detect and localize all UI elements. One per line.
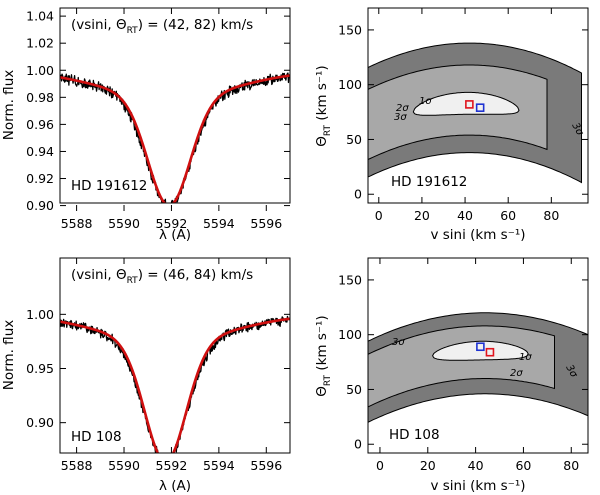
x-tick-label: 5592 bbox=[156, 458, 188, 473]
plot-frame bbox=[59, 257, 291, 454]
y-axis-label: ΘRT (km s⁻¹) bbox=[314, 65, 333, 146]
y-tick-label: 0.90 bbox=[26, 198, 54, 213]
y-axis-label: ΘRT (km s⁻¹) bbox=[314, 315, 333, 396]
x-tick-label: 20 bbox=[420, 458, 436, 473]
observed-spectrum-line bbox=[60, 72, 290, 203]
y-tick-label: 0 bbox=[354, 187, 362, 202]
y-tick-label: 0.92 bbox=[26, 171, 54, 186]
y-tick-label: 50 bbox=[346, 382, 362, 397]
star-label: HD 191612 bbox=[71, 178, 147, 194]
fit-annotation: (vsini, ΘRT) = (42, 82) km/s bbox=[71, 17, 253, 36]
y-tick-label: 50 bbox=[346, 132, 362, 147]
contour-label-2sigma: 2σ bbox=[396, 103, 409, 114]
x-tick-label: 5592 bbox=[156, 216, 188, 231]
x-tick-label: 80 bbox=[543, 208, 559, 223]
y-tick-label: 150 bbox=[338, 272, 362, 287]
y-tick-label: 0.96 bbox=[26, 117, 54, 132]
contour-label-2sigma: 2σ bbox=[510, 368, 523, 379]
marker-blue-square bbox=[476, 342, 485, 352]
x-tick-label: 5588 bbox=[61, 216, 93, 231]
x-tick-label: 60 bbox=[515, 458, 531, 473]
plot-frame bbox=[59, 7, 291, 204]
model-fit-line bbox=[60, 74, 290, 203]
y-tick-label: 0.95 bbox=[26, 361, 54, 376]
contour-label-1sigma: 1σ bbox=[419, 96, 432, 107]
panel-hd191612-spectrum: 5588 5590 5592 5594 5596 0.90 0.92 0.94 0.96 0.98… bbox=[1, 7, 291, 243]
y-tick-label: 0.98 bbox=[26, 90, 54, 105]
plot-frame bbox=[367, 257, 589, 454]
x-axis-label: λ (A) bbox=[159, 478, 191, 494]
contour-label-3sigma-left: 3σ bbox=[394, 112, 407, 123]
fit-annotation: (vsini, ΘRT) = (46, 84) km/s bbox=[71, 267, 253, 286]
x-axis-label: v sini (km s⁻¹) bbox=[430, 478, 525, 494]
x-tick-label: 5590 bbox=[108, 216, 140, 231]
y-tick-label: 1.00 bbox=[26, 63, 54, 78]
y-tick-label: 100 bbox=[338, 327, 362, 342]
contour-label-3sigma-left: 3σ bbox=[392, 337, 405, 348]
star-label: HD 108 bbox=[71, 429, 122, 445]
x-tick-label: 40 bbox=[457, 208, 473, 223]
x-tick-label: 20 bbox=[414, 208, 430, 223]
y-tick-label: 0.94 bbox=[26, 144, 54, 159]
x-tick-label: 5596 bbox=[250, 458, 282, 473]
x-tick-label: 5594 bbox=[203, 216, 235, 231]
x-tick-label: 5594 bbox=[203, 458, 235, 473]
y-tick-label: 1.00 bbox=[26, 307, 54, 322]
y-tick-label: 1.02 bbox=[26, 36, 54, 51]
y-axis-label: Norm. flux bbox=[1, 320, 17, 390]
x-tick-label: 5596 bbox=[250, 216, 282, 231]
y-tick-label: 1.04 bbox=[26, 9, 54, 24]
x-tick-label: 0 bbox=[376, 458, 384, 473]
y-axis-label: Norm. flux bbox=[1, 70, 17, 140]
panel-hd108-spectrum: 5588 5590 5592 5594 5596 0.90 0.95 1.00 (vsini,… bbox=[1, 257, 291, 494]
x-tick-label: 0 bbox=[375, 208, 383, 223]
x-axis-label: v sini (km s⁻¹) bbox=[430, 227, 525, 243]
y-tick-label: 150 bbox=[338, 22, 362, 37]
x-axis-label: λ (A) bbox=[159, 227, 191, 243]
y-tick-label: 100 bbox=[338, 77, 362, 92]
marker-blue-square bbox=[475, 103, 485, 112]
plot-frame bbox=[367, 7, 589, 204]
marker-red-square bbox=[465, 100, 474, 109]
x-tick-label: 60 bbox=[500, 208, 516, 223]
star-label: HD 191612 bbox=[391, 174, 467, 190]
y-tick-label: 0.90 bbox=[26, 415, 54, 430]
contour-label-1sigma: 1σ bbox=[519, 352, 532, 363]
model-fit-line bbox=[60, 317, 290, 453]
x-tick-label: 5590 bbox=[108, 458, 140, 473]
x-tick-label: 5588 bbox=[61, 458, 93, 473]
star-label: HD 108 bbox=[389, 427, 440, 443]
x-tick-label: 80 bbox=[563, 458, 579, 473]
y-tick-label: 0 bbox=[354, 437, 362, 452]
marker-red-square bbox=[485, 347, 495, 357]
x-tick-label: 40 bbox=[468, 458, 484, 473]
